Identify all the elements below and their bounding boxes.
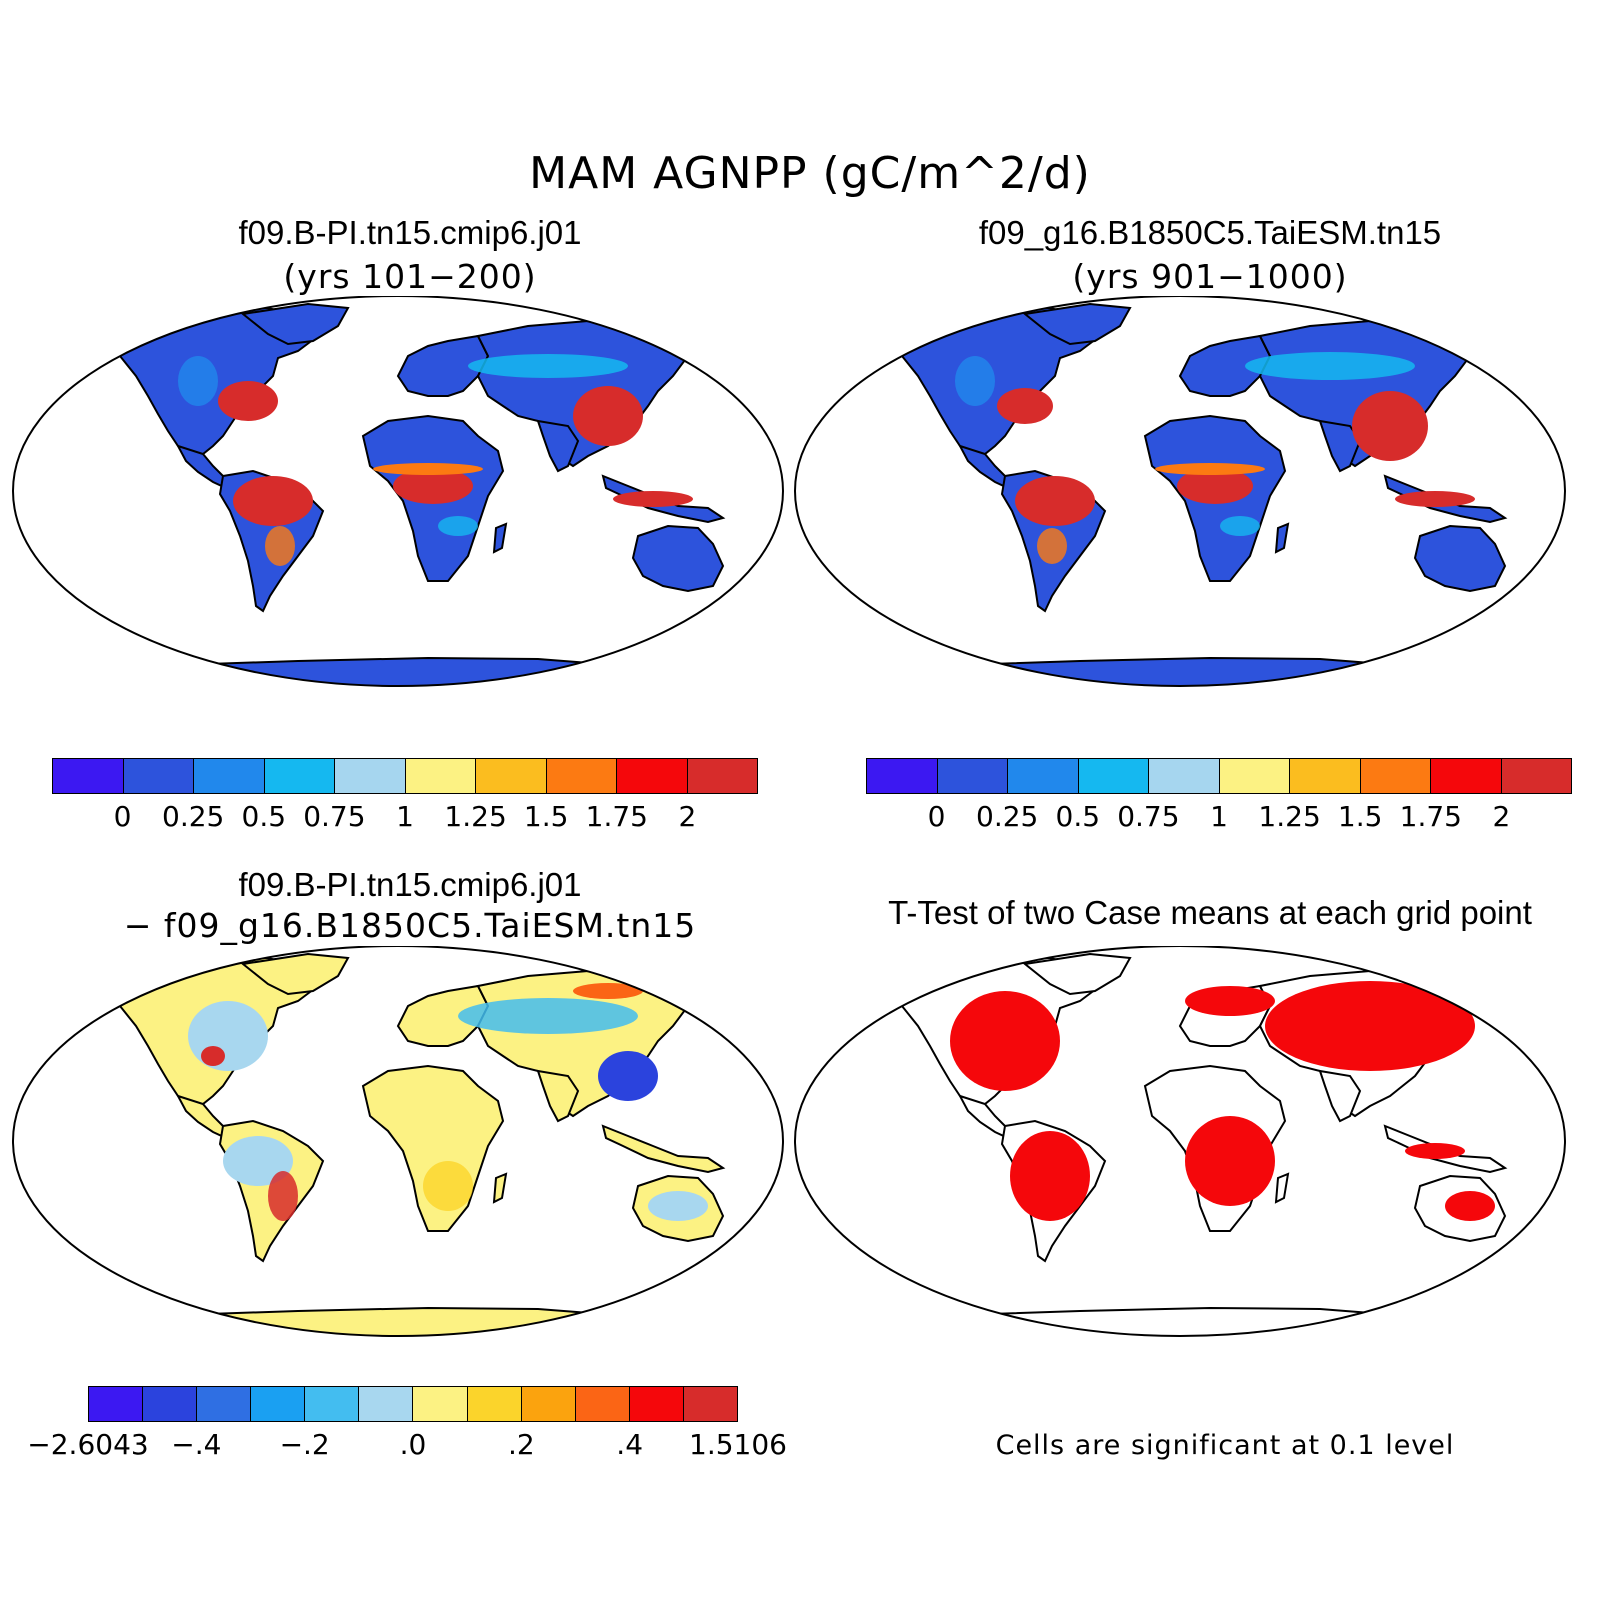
colorbar-swatch xyxy=(413,1387,468,1421)
colorbar-swatch xyxy=(1078,759,1149,793)
colorbar-swatch xyxy=(575,1387,630,1421)
panel4-note: Cells are significant at 0.1 level xyxy=(995,1430,1455,1461)
colorbar-tick-label: 1.25 xyxy=(444,800,507,833)
panel3-map xyxy=(12,946,784,1337)
colorbar-swatch xyxy=(305,1387,360,1421)
colorbar-tick-label: 0.5 xyxy=(241,800,287,833)
colorbar-swatch xyxy=(335,759,406,793)
colorbar-swatch xyxy=(251,1387,306,1421)
panel4-map xyxy=(794,946,1566,1337)
panel2-map xyxy=(794,296,1566,687)
colorbar-swatch xyxy=(1219,759,1290,793)
colorbar-tick-label: 1.5 xyxy=(523,800,569,833)
panel3-colorbar xyxy=(88,1386,738,1422)
panel1-subtitle: (yrs 101−200) xyxy=(283,257,537,296)
colorbar-swatch xyxy=(1008,759,1079,793)
colorbar-swatch xyxy=(683,1387,737,1421)
colorbar-swatch xyxy=(476,759,547,793)
colorbar-swatch xyxy=(867,759,938,793)
panel3-colorbar-ticks: −2.6043 −.4 −.2 .0 .2 .4 1.5106 xyxy=(27,1428,787,1464)
colorbar-swatch xyxy=(1149,759,1220,793)
panel1-colorbar-ticks: 0 0.25 0.5 0.75 1 1.25 1.5 1.75 2 xyxy=(52,800,758,836)
colorbar-tick-label: 0.25 xyxy=(162,800,225,833)
panel2-title: f09_g16.B1850C5.TaiESM.tn15 xyxy=(978,214,1442,251)
colorbar-tick-label: .4 xyxy=(616,1428,644,1461)
panel2-colorbar-ticks: 0 0.25 0.5 0.75 1 1.25 1.5 1.75 2 xyxy=(866,800,1572,836)
figure-title: MAM AGNPP (gC/m^2/d) xyxy=(529,148,1091,199)
colorbar-swatch xyxy=(687,759,757,793)
colorbar-swatch xyxy=(143,1387,198,1421)
colorbar-swatch xyxy=(1431,759,1502,793)
colorbar-tick-label: −.2 xyxy=(279,1428,330,1461)
colorbar-tick-label: 1.5106 xyxy=(689,1428,787,1461)
colorbar-tick-label: 2 xyxy=(1492,800,1511,833)
colorbar-tick-label: 0.25 xyxy=(976,800,1039,833)
panel1-map xyxy=(12,296,784,687)
colorbar-swatch xyxy=(405,759,476,793)
colorbar-swatch xyxy=(89,1387,144,1421)
colorbar-tick-label: 0 xyxy=(113,800,132,833)
colorbar-swatch xyxy=(194,759,265,793)
colorbar-swatch xyxy=(197,1387,252,1421)
colorbar-swatch xyxy=(359,1387,414,1421)
panel1-colorbar xyxy=(52,758,758,794)
colorbar-tick-label: 1.5 xyxy=(1337,800,1383,833)
panel3-subtitle: − f09_g16.B1850C5.TaiESM.tn15 xyxy=(123,906,697,945)
colorbar-swatch xyxy=(1501,759,1571,793)
colorbar-tick-label: 0.75 xyxy=(1117,800,1180,833)
panel3-title: f09.B-PI.tn15.cmip6.j01 xyxy=(238,866,582,903)
colorbar-tick-label: −2.6043 xyxy=(27,1428,149,1461)
colorbar-tick-label: .0 xyxy=(399,1428,427,1461)
colorbar-tick-label: −.4 xyxy=(171,1428,222,1461)
colorbar-swatch xyxy=(629,1387,684,1421)
colorbar-swatch xyxy=(521,1387,576,1421)
colorbar-swatch xyxy=(617,759,688,793)
colorbar-swatch xyxy=(53,759,124,793)
colorbar-swatch xyxy=(1360,759,1431,793)
colorbar-tick-label: 1.75 xyxy=(585,800,648,833)
colorbar-tick-label: 0.75 xyxy=(303,800,366,833)
colorbar-swatch xyxy=(467,1387,522,1421)
colorbar-tick-label: 1.75 xyxy=(1399,800,1462,833)
colorbar-tick-label: 1 xyxy=(396,800,414,833)
colorbar-swatch xyxy=(1290,759,1361,793)
colorbar-tick-label: 0 xyxy=(927,800,946,833)
panel2-colorbar xyxy=(866,758,1572,794)
panel2-subtitle: (yrs 901−1000) xyxy=(1072,257,1348,296)
colorbar-swatch xyxy=(937,759,1008,793)
colorbar-tick-label: 0.5 xyxy=(1055,800,1101,833)
colorbar-tick-label: 1.25 xyxy=(1258,800,1321,833)
colorbar-tick-label: 2 xyxy=(678,800,697,833)
panel4-title: T-Test of two Case means at each grid po… xyxy=(888,894,1532,931)
colorbar-swatch xyxy=(123,759,194,793)
colorbar-tick-label: 1 xyxy=(1210,800,1228,833)
panel1-title: f09.B-PI.tn15.cmip6.j01 xyxy=(238,214,582,251)
colorbar-swatch xyxy=(546,759,617,793)
colorbar-swatch xyxy=(264,759,335,793)
colorbar-tick-label: .2 xyxy=(507,1428,535,1461)
